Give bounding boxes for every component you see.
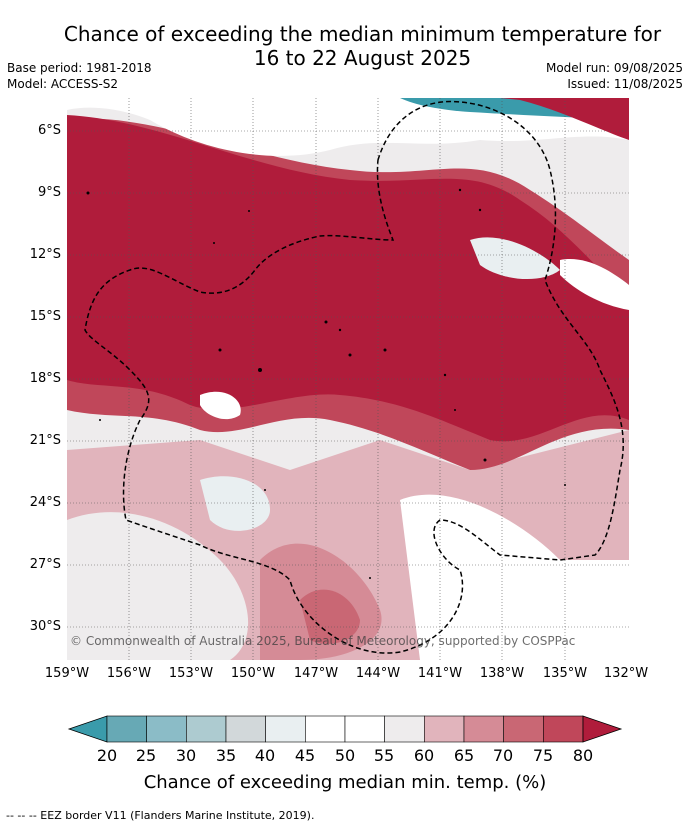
colorbar-segment [503,715,544,743]
title-line-1: Chance of exceeding the median minimum t… [63,22,662,46]
lat-label: 30°S [29,619,61,634]
colorbar-segment [186,715,227,743]
lat-label: 18°S [29,371,61,386]
colorbar-over-arrow [582,715,623,743]
islands [86,188,566,579]
meta-left: Base period: 1981-2018 Model: ACCESS-S2 [7,60,152,92]
lon-label: 135°W [542,666,588,681]
colorbar-tick: 40 [254,746,276,765]
lon-label: 132°W [603,666,649,681]
lat-label: 9°S [37,185,61,200]
lon-label: 150°W [230,666,276,681]
colorbar-segment [543,715,584,743]
colorbar-under-arrow [67,715,108,743]
colorbar-tick: 25 [135,746,157,765]
colorbar-tick: 60 [413,746,435,765]
colorbar-tick: 50 [334,746,356,765]
eez-legend-footer: -- -- -- EEZ border V11 (Flanders Marine… [6,809,315,822]
colorbar-segment [265,715,306,743]
colorbar-tick: 20 [96,746,118,765]
lon-label: 153°W [168,666,214,681]
base-period-text: Base period: 1981-2018 [7,61,152,75]
colorbar-tick: 30 [175,746,197,765]
lon-label: 156°W [106,666,152,681]
colorbar-segment [305,715,346,743]
colorbar-tick: 55 [373,746,395,765]
colorbar-tick: 70 [492,746,514,765]
lon-label: 159°W [44,666,90,681]
colorbar-segment [106,715,147,743]
meta-right: Model run: 09/08/2025 Issued: 11/08/2025 [546,60,683,92]
colorbar-segment [384,715,425,743]
colorbar-tick: 80 [572,746,594,765]
colorbar-label: Chance of exceeding median min. temp. (%… [143,772,547,793]
colorbar-tick: 45 [294,746,316,765]
title-line-2: 16 to 22 August 2025 [253,46,472,70]
colorbar-tick: 65 [453,746,475,765]
map-fill-layer [67,98,629,660]
colorbar-tick: 75 [532,746,554,765]
lon-label: 138°W [479,666,525,681]
lat-label: 27°S [29,557,61,572]
lat-label: 21°S [29,433,61,448]
copyright-notice: © Commonwealth of Australia 2025, Bureau… [70,634,576,648]
issued-text: Issued: 11/08/2025 [567,77,683,91]
colorbar-segment [146,715,187,743]
colorbar-segment [344,715,385,743]
colorbar-segments [67,715,623,743]
colorbar-segment [225,715,266,743]
model-text: Model: ACCESS-S2 [7,77,119,91]
colorbar-segment [463,715,504,743]
lon-label: 147°W [293,666,339,681]
lat-label: 15°S [29,309,61,324]
map-title: Chance of exceeding the median minimum t… [0,22,690,70]
lon-label: 144°W [355,666,401,681]
lat-label: 6°S [37,123,61,138]
lat-label: 24°S [29,495,61,510]
eez-borders [84,100,624,654]
colorbar-segment [424,715,465,743]
lon-label: 141°W [417,666,463,681]
model-run-text: Model run: 09/08/2025 [545,61,683,75]
graticule [67,98,629,660]
lat-label: 12°S [29,247,61,262]
colorbar-tick: 35 [215,746,237,765]
